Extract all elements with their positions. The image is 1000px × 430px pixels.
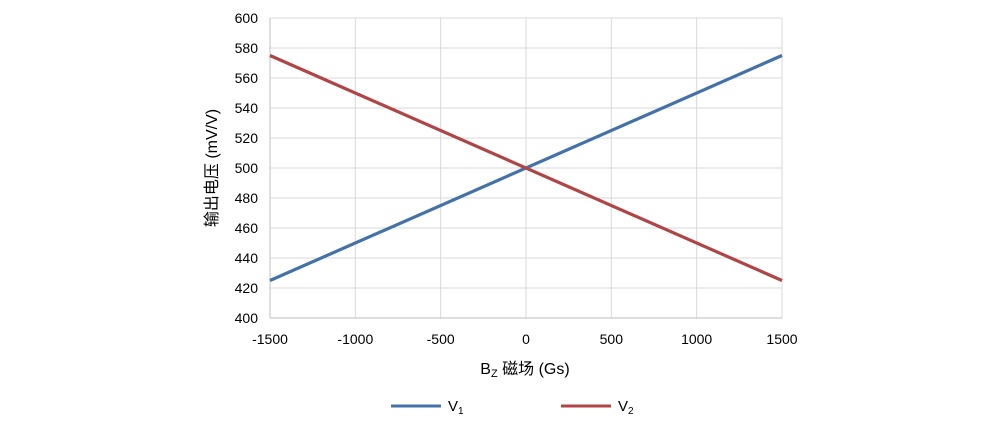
y-tick-label: 540 [235,100,259,116]
x-tick-label: -1000 [337,331,373,347]
x-axis-label-main: B [480,361,491,378]
legend: V1 V2 [391,398,634,417]
x-tick-label: 1000 [681,331,712,347]
y-tick-label: 520 [235,130,259,146]
y-tick-label: 400 [235,310,259,326]
y-tick-label: 500 [235,160,259,176]
series-line-v2 [269,54,783,282]
y-tick-label: 560 [235,70,259,86]
legend-label-v2: V2 [618,398,634,417]
x-tick-label: -1500 [252,331,288,347]
x-tick-label: 500 [600,331,624,347]
x-axis-label: BZ 磁场 (Gs) [480,360,569,380]
legend-entry-v2: V2 [561,398,634,417]
x-tick-label: 0 [522,331,530,347]
y-tick-label: 420 [235,280,259,296]
legend-label-v2-sub: 2 [628,406,634,417]
tick-labels: 400 420 440 460 480 500 520 540 560 580 600 -1500 -1… [235,10,798,347]
y-tick-label: 480 [235,190,259,206]
y-tick-label: 600 [235,10,259,26]
series-layer [269,54,783,282]
axes [269,18,782,319]
legend-label-v1-sub: 1 [458,406,464,417]
y-axis-label: 输出电压 (mV/V) [203,109,221,227]
x-axis-label-subscript: Z [491,368,498,380]
y-tick-label: 460 [235,220,259,236]
legend-label-v1-main: V [448,398,458,415]
x-tick-label: -500 [427,331,455,347]
y-tick-label: 440 [235,250,259,266]
x-axis-label-rest: 磁场 (Gs) [498,360,570,378]
x-tick-label: 1500 [766,331,797,347]
legend-label-v1: V1 [448,398,464,417]
legend-label-v2-main: V [618,398,628,415]
legend-entry-v1: V1 [391,398,464,417]
y-tick-label: 580 [235,40,259,56]
